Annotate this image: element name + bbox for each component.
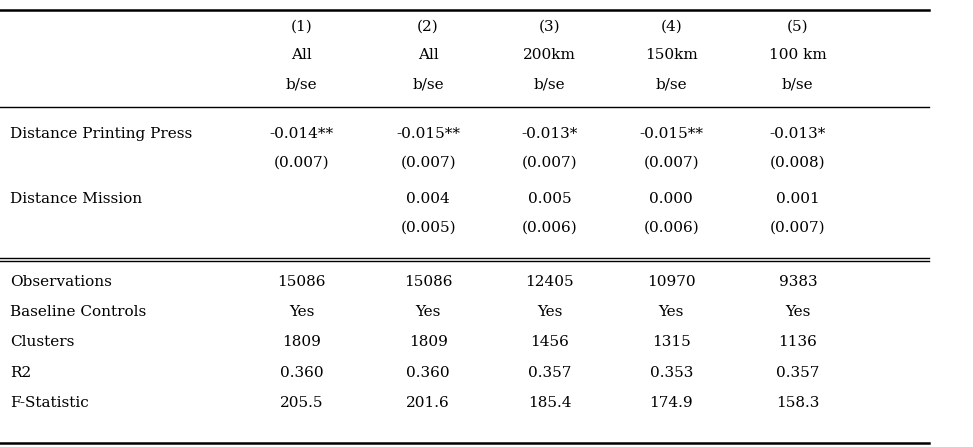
Text: 0.004: 0.004 [407, 192, 450, 207]
Text: 0.005: 0.005 [528, 192, 571, 207]
Text: 1809: 1809 [282, 335, 321, 350]
Text: (0.006): (0.006) [522, 221, 578, 235]
Text: 0.000: 0.000 [650, 192, 693, 207]
Text: Yes: Yes [659, 305, 684, 319]
Text: 150km: 150km [645, 47, 698, 62]
Text: (0.007): (0.007) [770, 221, 826, 235]
Text: All: All [291, 47, 312, 62]
Text: b/se: b/se [413, 77, 444, 91]
Text: R2: R2 [10, 366, 31, 380]
Text: (4): (4) [661, 20, 682, 34]
Text: -0.015**: -0.015** [639, 127, 703, 141]
Text: -0.013*: -0.013* [770, 127, 826, 141]
Text: 0.357: 0.357 [776, 366, 819, 380]
Text: (5): (5) [787, 20, 809, 34]
Text: Baseline Controls: Baseline Controls [10, 305, 146, 319]
Text: b/se: b/se [534, 77, 565, 91]
Text: 205.5: 205.5 [280, 396, 323, 410]
Text: 0.360: 0.360 [407, 366, 450, 380]
Text: F-Statistic: F-Statistic [10, 396, 89, 410]
Text: 1315: 1315 [652, 335, 691, 350]
Text: (0.007): (0.007) [522, 155, 578, 169]
Text: 185.4: 185.4 [528, 396, 571, 410]
Text: 0.001: 0.001 [776, 192, 819, 207]
Text: 10970: 10970 [647, 274, 696, 289]
Text: (0.007): (0.007) [273, 155, 330, 169]
Text: (0.006): (0.006) [643, 221, 700, 235]
Text: -0.014**: -0.014** [270, 127, 334, 141]
Text: (2): (2) [417, 20, 439, 34]
Text: (0.007): (0.007) [643, 155, 700, 169]
Text: Clusters: Clusters [10, 335, 74, 350]
Text: 0.353: 0.353 [650, 366, 693, 380]
Text: Yes: Yes [537, 305, 562, 319]
Text: Distance Printing Press: Distance Printing Press [10, 127, 192, 141]
Text: All: All [417, 47, 439, 62]
Text: 174.9: 174.9 [650, 396, 693, 410]
Text: 0.360: 0.360 [280, 366, 323, 380]
Text: Yes: Yes [415, 305, 441, 319]
Text: 15086: 15086 [277, 274, 326, 289]
Text: 201.6: 201.6 [407, 396, 450, 410]
Text: -0.013*: -0.013* [522, 127, 578, 141]
Text: b/se: b/se [782, 77, 813, 91]
Text: Yes: Yes [289, 305, 314, 319]
Text: 0.357: 0.357 [528, 366, 571, 380]
Text: (3): (3) [539, 20, 560, 34]
Text: (1): (1) [291, 20, 312, 34]
Text: 9383: 9383 [778, 274, 817, 289]
Text: 200km: 200km [523, 47, 576, 62]
Text: b/se: b/se [656, 77, 687, 91]
Text: (0.005): (0.005) [400, 221, 456, 235]
Text: 1136: 1136 [778, 335, 817, 350]
Text: 12405: 12405 [525, 274, 574, 289]
Text: 100 km: 100 km [769, 47, 827, 62]
Text: Observations: Observations [10, 274, 112, 289]
Text: Yes: Yes [785, 305, 811, 319]
Text: 15086: 15086 [404, 274, 452, 289]
Text: 158.3: 158.3 [776, 396, 819, 410]
Text: (0.008): (0.008) [770, 155, 826, 169]
Text: 1456: 1456 [530, 335, 569, 350]
Text: b/se: b/se [286, 77, 317, 91]
Text: 1809: 1809 [409, 335, 448, 350]
Text: Distance Mission: Distance Mission [10, 192, 142, 207]
Text: -0.015**: -0.015** [396, 127, 460, 141]
Text: (0.007): (0.007) [400, 155, 456, 169]
